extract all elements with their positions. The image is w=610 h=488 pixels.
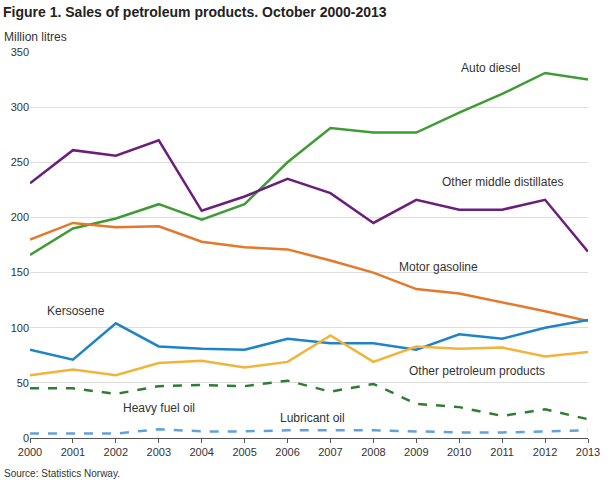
svg-text:2011: 2011	[490, 446, 514, 458]
svg-text:Other middle distillates: Other middle distillates	[442, 175, 563, 189]
svg-text:2012: 2012	[533, 446, 557, 458]
svg-text:2003: 2003	[147, 446, 171, 458]
svg-text:2007: 2007	[318, 446, 342, 458]
svg-text:2008: 2008	[361, 446, 385, 458]
svg-text:Lubricant oil: Lubricant oil	[280, 411, 345, 425]
svg-text:2006: 2006	[275, 446, 299, 458]
svg-text:350: 350	[11, 46, 29, 58]
svg-text:Other petroleum products: Other petroleum products	[409, 364, 545, 378]
svg-text:Source: Statistics Norway.: Source: Statistics Norway.	[4, 468, 120, 479]
svg-text:200: 200	[11, 211, 29, 223]
svg-text:Heavy fuel oil: Heavy fuel oil	[123, 401, 195, 415]
svg-text:2013: 2013	[576, 446, 600, 458]
svg-text:Motor gasoline: Motor gasoline	[399, 260, 478, 274]
svg-text:Auto diesel: Auto diesel	[461, 61, 520, 75]
svg-text:2010: 2010	[447, 446, 471, 458]
svg-text:2001: 2001	[61, 446, 85, 458]
svg-text:250: 250	[11, 156, 29, 168]
svg-text:2009: 2009	[404, 446, 428, 458]
svg-text:100: 100	[11, 322, 29, 334]
svg-text:50: 50	[17, 377, 29, 389]
svg-text:2000: 2000	[18, 446, 42, 458]
svg-text:Kersosene: Kersosene	[47, 304, 105, 318]
svg-text:150: 150	[11, 266, 29, 278]
svg-text:2005: 2005	[232, 446, 256, 458]
svg-text:0: 0	[23, 432, 29, 444]
svg-text:2002: 2002	[104, 446, 128, 458]
svg-text:Figure 1. Sales of petroleum p: Figure 1. Sales of petroleum products. O…	[3, 4, 387, 20]
svg-text:300: 300	[11, 101, 29, 113]
svg-text:2004: 2004	[189, 446, 213, 458]
svg-text:Million litres: Million litres	[4, 30, 67, 44]
